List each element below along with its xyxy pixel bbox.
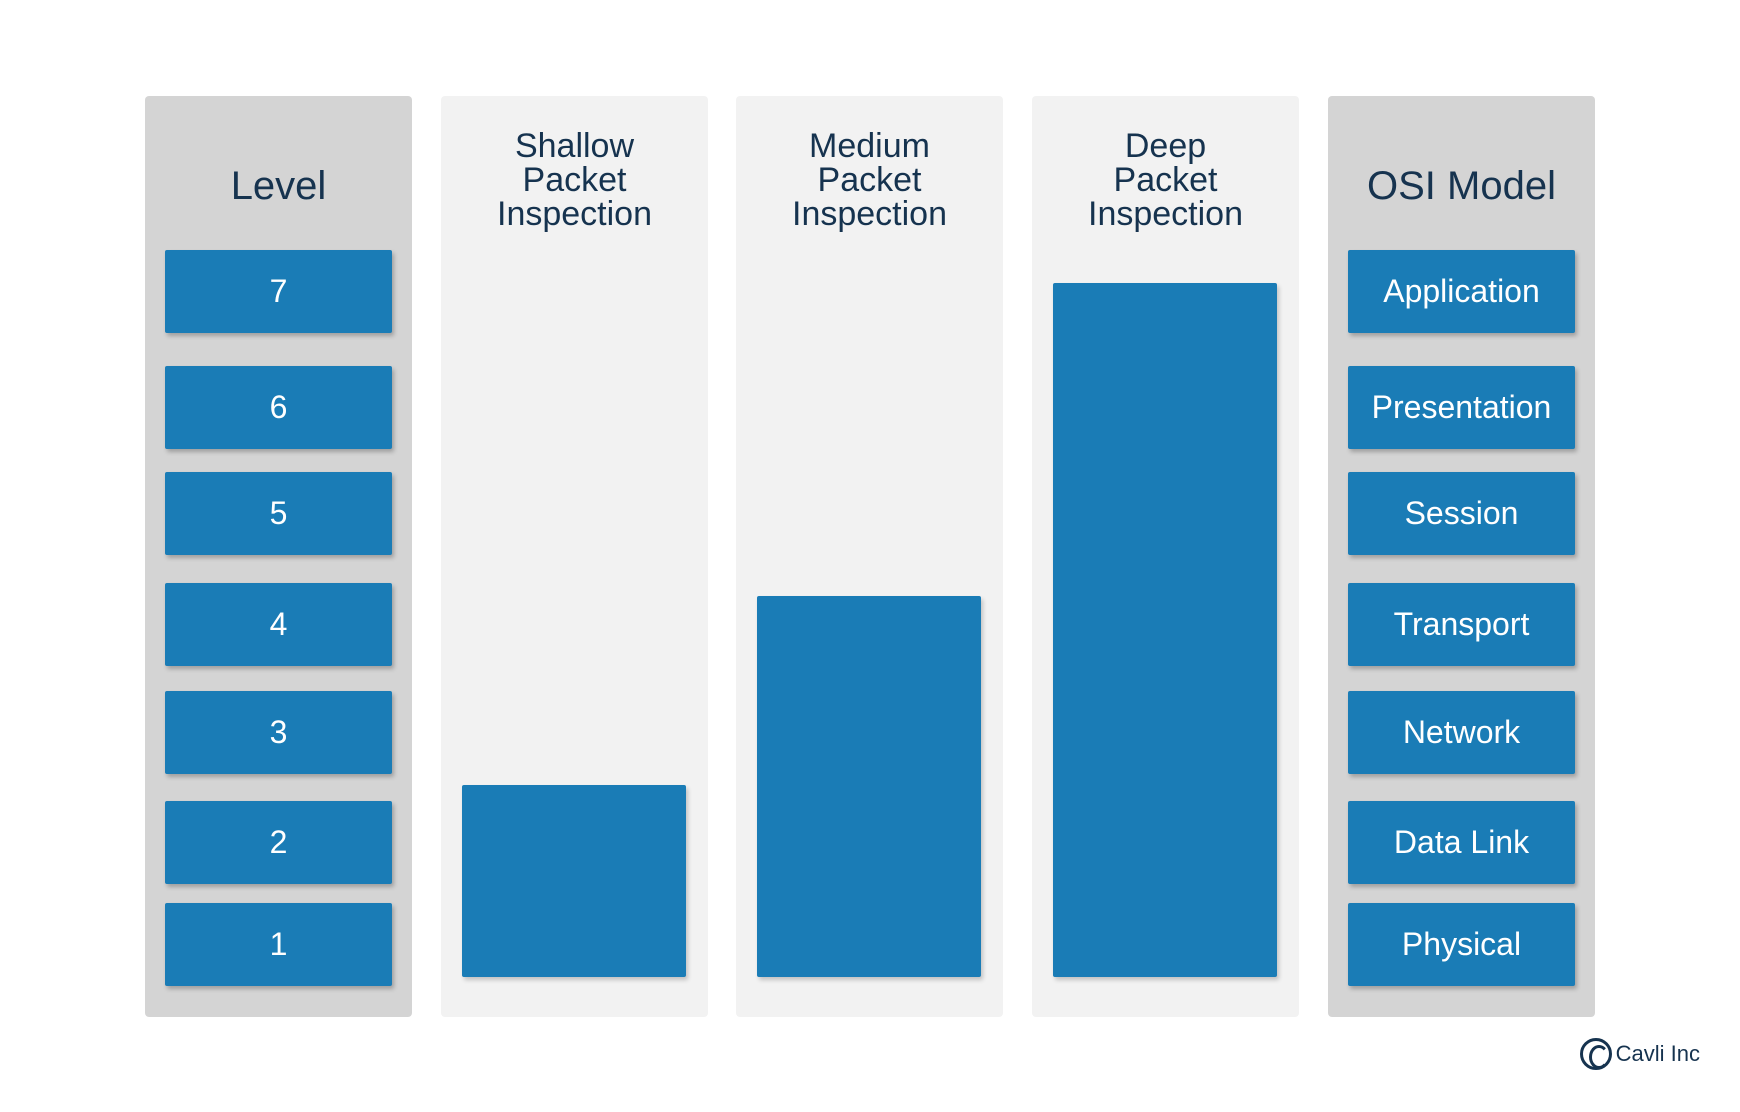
level-7-box: 7	[165, 250, 392, 333]
osi-transport-box: Transport	[1348, 583, 1575, 666]
medium-inspection-title: Medium Packet Inspection	[736, 129, 1003, 231]
deep-title-line-1: Deep	[1124, 127, 1207, 165]
level-3-box: 3	[165, 691, 392, 774]
deep-title-line-2: Packet	[1113, 161, 1218, 199]
osi-session-label: Session	[1404, 495, 1519, 531]
osi-presentation-box: Presentation	[1348, 366, 1575, 449]
medium-title-line-2: Packet	[817, 161, 922, 199]
osi-transport-label: Transport	[1393, 606, 1530, 642]
level-4-label: 4	[269, 606, 288, 642]
shallow-inspection-bar	[462, 785, 686, 977]
level-2-box: 2	[165, 801, 392, 884]
brand-name: Cavli Inc	[1615, 1041, 1700, 1066]
osi-model-title: OSI Model	[1367, 164, 1556, 208]
osi-data-link-label: Data Link	[1393, 824, 1530, 860]
shallow-title-line-1: Shallow	[514, 127, 635, 165]
shallow-title-line-2: Packet	[522, 161, 627, 199]
level-7-label: 7	[269, 273, 288, 309]
shallow-inspection-title: Shallow Packet Inspection	[441, 129, 708, 231]
osi-application-box: Application	[1348, 250, 1575, 333]
osi-network-label: Network	[1402, 714, 1521, 750]
level-4-box: 4	[165, 583, 392, 666]
osi-application-label: Application	[1383, 273, 1540, 309]
level-6-box: 6	[165, 366, 392, 449]
medium-title-line-3: Inspection	[792, 195, 947, 233]
level-title: Level	[230, 164, 327, 208]
osi-session-box: Session	[1348, 472, 1575, 555]
level-6-label: 6	[269, 389, 288, 425]
osi-physical-box: Physical	[1348, 903, 1575, 986]
medium-inspection-bar	[757, 596, 981, 977]
level-3-label: 3	[269, 714, 288, 750]
level-2-label: 2	[269, 824, 288, 860]
brand-logo: Cavli Inc	[1579, 1038, 1700, 1070]
deep-inspection-column: Deep Packet Inspection	[1032, 96, 1299, 1017]
osi-physical-label: Physical	[1401, 926, 1522, 962]
level-1-box: 1	[165, 903, 392, 986]
deep-title-line-3: Inspection	[1088, 195, 1243, 233]
osi-network-box: Network	[1348, 691, 1575, 774]
osi-data-link-box: Data Link	[1348, 801, 1575, 884]
osi-model-column: OSI Model Application Presentation Sessi…	[1328, 96, 1595, 1017]
level-5-box: 5	[165, 472, 392, 555]
deep-inspection-bar	[1053, 283, 1277, 977]
osi-presentation-label: Presentation	[1371, 389, 1552, 425]
medium-inspection-column: Medium Packet Inspection	[736, 96, 1003, 1017]
medium-title-line-1: Medium	[809, 127, 930, 165]
shallow-title-line-3: Inspection	[497, 195, 652, 233]
level-column: Level 7 6 5 4 3 2 1	[145, 96, 412, 1017]
deep-inspection-title: Deep Packet Inspection	[1032, 129, 1299, 231]
copyright-c-logo-icon	[1579, 1038, 1612, 1070]
level-5-label: 5	[269, 495, 288, 531]
shallow-inspection-column: Shallow Packet Inspection	[441, 96, 708, 1017]
level-1-label: 1	[269, 926, 288, 962]
